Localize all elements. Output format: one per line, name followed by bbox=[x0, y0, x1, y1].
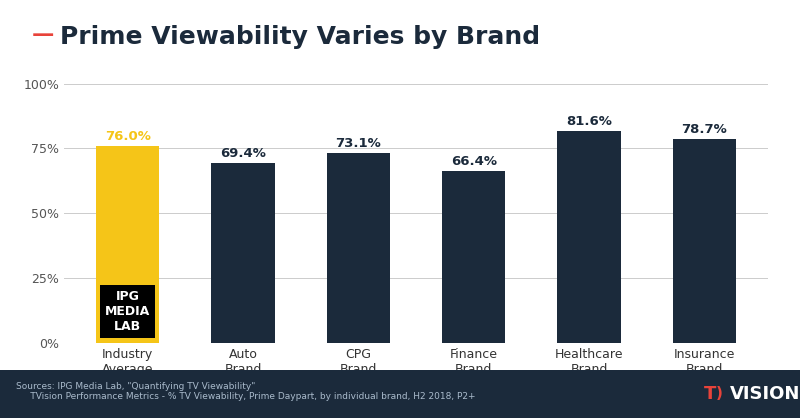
Text: —: — bbox=[32, 25, 54, 45]
Text: VISION: VISION bbox=[730, 385, 800, 403]
Text: 73.1%: 73.1% bbox=[335, 137, 382, 150]
Bar bbox=[96, 146, 159, 343]
Bar bbox=[558, 131, 621, 343]
Text: 78.7%: 78.7% bbox=[682, 123, 727, 136]
Text: 76.0%: 76.0% bbox=[105, 130, 150, 143]
Text: T: T bbox=[704, 385, 716, 403]
Text: 81.6%: 81.6% bbox=[566, 115, 612, 128]
Text: IPG
MEDIA
LAB: IPG MEDIA LAB bbox=[105, 290, 150, 333]
Bar bbox=[442, 171, 506, 343]
Text: Sources: IPG Media Lab, "Quantifying TV Viewability"
     TVision Performance Me: Sources: IPG Media Lab, "Quantifying TV … bbox=[16, 382, 475, 401]
Bar bbox=[326, 153, 390, 343]
Bar bbox=[673, 139, 736, 343]
Text: 66.4%: 66.4% bbox=[450, 155, 497, 168]
Text: Prime Viewability Varies by Brand: Prime Viewability Varies by Brand bbox=[60, 25, 540, 49]
Text: ): ) bbox=[716, 387, 723, 401]
Text: 69.4%: 69.4% bbox=[220, 147, 266, 160]
Bar bbox=[211, 163, 274, 343]
